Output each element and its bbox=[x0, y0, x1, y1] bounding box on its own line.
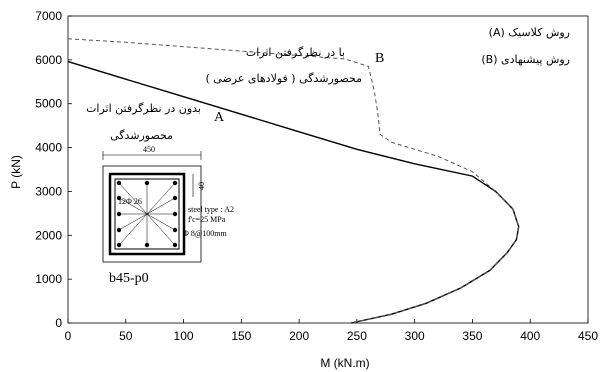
legend-entry-b: (B) روش پيشنهادى bbox=[481, 53, 570, 66]
rebar-dot bbox=[116, 211, 122, 217]
bar-label: 12Φ 26 bbox=[118, 197, 142, 206]
x-tick-label: 0 bbox=[65, 329, 72, 343]
y-tick-label: 2000 bbox=[35, 228, 62, 242]
x-tick-label: 300 bbox=[405, 329, 425, 343]
rebar-dot bbox=[116, 227, 122, 233]
cross-tie bbox=[146, 197, 176, 215]
rebar-dot bbox=[116, 180, 122, 186]
rebar-dot bbox=[116, 242, 122, 248]
rebar-dot bbox=[172, 242, 178, 248]
cross-tie bbox=[118, 213, 148, 246]
rebars bbox=[116, 180, 178, 248]
x-tick-label: 400 bbox=[520, 329, 540, 343]
y-tick-label: 6000 bbox=[35, 53, 62, 67]
ticks: 0 50 100 150 200 250 300 350 400 450 0 1000 2000 3000… bbox=[35, 9, 598, 343]
axes bbox=[67, 15, 589, 324]
cross-tie bbox=[118, 182, 148, 215]
annotation-b-line2: محصورشدگى ( فولادهاى عرضى ) bbox=[205, 72, 362, 85]
x-tick-label: 450 bbox=[578, 329, 598, 343]
column-section-inset: 450 40 12Φ 26 steel type : A2 f'c=25 MPa… bbox=[102, 145, 234, 286]
cross-tie bbox=[118, 197, 148, 215]
rebar-dot bbox=[172, 211, 178, 217]
y-tick-label: 1000 bbox=[35, 272, 62, 286]
x-tick-label: 150 bbox=[231, 329, 251, 343]
cross-tie bbox=[146, 213, 176, 231]
x-tick-label: 350 bbox=[462, 329, 482, 343]
cross-tie bbox=[118, 213, 148, 231]
curve-label-a: A bbox=[214, 110, 225, 125]
inset-caption: b45-p0 bbox=[109, 271, 149, 286]
x-tick-label: 200 bbox=[289, 329, 309, 343]
series-line-b bbox=[67, 38, 520, 324]
concrete-strength-label: f'c=25 MPa bbox=[188, 215, 226, 224]
curve-label-b: B bbox=[375, 51, 384, 66]
annotation-a-line1: بدون در نظرگرفتن اثرات bbox=[86, 102, 201, 115]
y-tick-label: 0 bbox=[55, 316, 62, 330]
rebar-dot bbox=[172, 195, 178, 201]
cross-tie bbox=[146, 182, 176, 215]
x-tick-label: 50 bbox=[119, 329, 133, 343]
dimension-width-label: 450 bbox=[143, 145, 155, 154]
y-tick-label: 4000 bbox=[35, 141, 62, 155]
legend-entry-a: (A) روش كلاسيک bbox=[489, 26, 570, 39]
x-axis-title: M (kN.m) bbox=[320, 356, 369, 370]
rebar-dot bbox=[144, 242, 150, 248]
rebar-dot bbox=[144, 180, 150, 186]
cover-dimension-label: 40 bbox=[197, 182, 206, 190]
rebar-dot bbox=[172, 227, 178, 233]
y-tick-label: 5000 bbox=[35, 97, 62, 111]
steel-type-label: steel type : A2 bbox=[188, 205, 234, 214]
y-axis-title: P (kN) bbox=[9, 155, 23, 189]
annotation-b-line1: با در نظرگرفتن اثرات bbox=[246, 46, 345, 59]
annotation-a-line2: محصورشدگى bbox=[110, 129, 173, 142]
inset-stirrup bbox=[114, 178, 180, 250]
y-tick-label: 3000 bbox=[35, 184, 62, 198]
stirrup-label: Φ 8@100mm bbox=[183, 229, 227, 238]
x-tick-label: 100 bbox=[174, 329, 194, 343]
y-tick-label: 7000 bbox=[35, 9, 62, 23]
rebar-dot bbox=[116, 195, 122, 201]
rebar-dot bbox=[172, 180, 178, 186]
plot-frame bbox=[67, 15, 589, 324]
cross-tie bbox=[146, 213, 176, 246]
series-group bbox=[67, 38, 520, 324]
x-tick-label: 250 bbox=[347, 329, 367, 343]
